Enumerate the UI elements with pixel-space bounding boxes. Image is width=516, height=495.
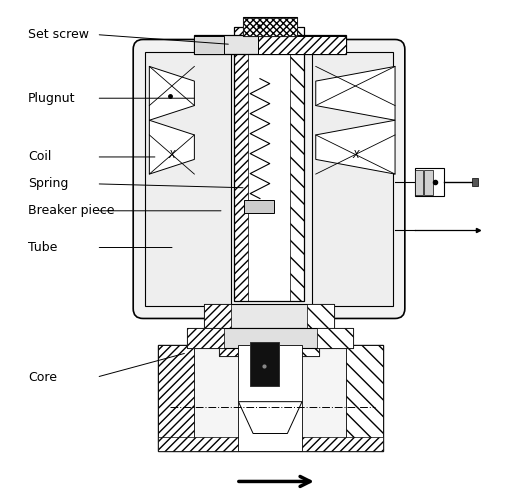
Bar <box>234 27 248 301</box>
Bar <box>234 27 304 301</box>
Bar <box>244 17 297 36</box>
Bar <box>248 27 290 301</box>
Bar <box>425 170 433 195</box>
Bar <box>415 168 444 196</box>
Bar <box>290 27 304 301</box>
Bar <box>415 170 424 195</box>
Text: X: X <box>169 150 175 160</box>
Polygon shape <box>149 66 195 120</box>
Text: X: X <box>352 150 359 160</box>
FancyBboxPatch shape <box>133 40 405 318</box>
Bar <box>187 328 224 348</box>
Text: Set screw: Set screw <box>28 28 89 41</box>
Bar <box>238 346 302 450</box>
Polygon shape <box>149 120 195 174</box>
Bar <box>195 36 224 54</box>
Text: Core: Core <box>28 371 57 384</box>
Bar <box>307 304 334 331</box>
Bar <box>244 18 297 36</box>
Bar <box>258 36 346 54</box>
Bar <box>158 437 383 450</box>
Bar <box>219 328 319 356</box>
Bar <box>158 346 195 450</box>
Bar <box>472 178 478 186</box>
Bar <box>317 328 353 348</box>
Bar <box>204 304 334 331</box>
Bar <box>219 328 238 356</box>
Bar <box>250 343 279 386</box>
Polygon shape <box>316 66 395 120</box>
Bar <box>312 51 393 306</box>
Text: Coil: Coil <box>28 150 51 163</box>
Bar <box>300 328 319 356</box>
Bar <box>204 304 231 331</box>
Text: Tube: Tube <box>28 241 57 254</box>
Text: Breaker piece: Breaker piece <box>28 204 115 217</box>
Bar <box>158 346 383 450</box>
Bar <box>146 51 231 306</box>
Polygon shape <box>238 401 302 434</box>
Bar <box>187 328 353 348</box>
Text: Plugnut: Plugnut <box>28 92 75 105</box>
Bar <box>195 35 346 54</box>
Polygon shape <box>316 120 395 174</box>
Text: Spring: Spring <box>28 177 68 191</box>
Bar <box>244 199 273 213</box>
Bar <box>346 346 383 450</box>
